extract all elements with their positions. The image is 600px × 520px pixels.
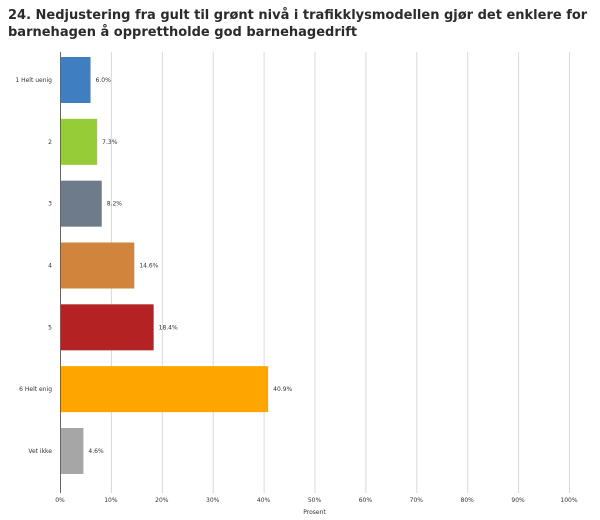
x-tick-label-40: 40%: [257, 497, 271, 504]
category-label-1: 1 Helt uenig: [15, 77, 52, 84]
bar-1: [60, 57, 91, 103]
bar-4: [60, 242, 135, 289]
x-tick-label-0: 0%: [55, 497, 65, 504]
chart-title: 24. Nedjustering fra gult til grønt nivå…: [8, 8, 588, 40]
value-label-6: 40.9%: [273, 386, 292, 393]
x-tick-label-10: 10%: [104, 497, 118, 504]
bar-5: [60, 304, 154, 351]
bar-2: [60, 118, 98, 165]
bar-7: [60, 427, 84, 474]
x-tick-label-50: 50%: [308, 497, 322, 504]
value-label-4: 14.6%: [139, 262, 158, 269]
x-tick-label-70: 70%: [410, 497, 424, 504]
bar-6: [60, 366, 269, 413]
x-axis-ticks: 0% 10% 20% 30% 40% 50% 60% 70% 80% 90% 100%: [55, 497, 578, 504]
value-label-2: 7.3%: [102, 139, 118, 146]
value-label-3: 8.2%: [107, 201, 123, 208]
category-label-5: 5: [48, 324, 52, 331]
gridlines: [110, 52, 570, 493]
value-label-7: 4.6%: [88, 448, 104, 455]
bar-3: [60, 180, 102, 227]
x-tick-label-90: 90%: [511, 497, 525, 504]
category-label-2: 2: [48, 139, 52, 146]
bars: 1 Helt uenig 6.0% 2 7.3% 3 8.2% 4 14.6% 5 18.4% 6 …: [15, 57, 293, 474]
x-tick-label-100: 100%: [560, 497, 577, 504]
category-label-4: 4: [48, 262, 52, 269]
x-tick-label-80: 80%: [461, 497, 475, 504]
x-tick-label-60: 60%: [359, 497, 373, 504]
value-label-1: 6.0%: [96, 77, 112, 84]
value-label-5: 18.4%: [159, 324, 178, 331]
category-label-6: 6 Helt enig: [19, 386, 52, 393]
category-label-3: 3: [48, 201, 52, 208]
x-tick-label-20: 20%: [155, 497, 169, 504]
x-axis-label: Prosent: [303, 509, 326, 516]
category-label-7: Vet ikke: [28, 448, 52, 455]
x-tick-label-30: 30%: [206, 497, 220, 504]
